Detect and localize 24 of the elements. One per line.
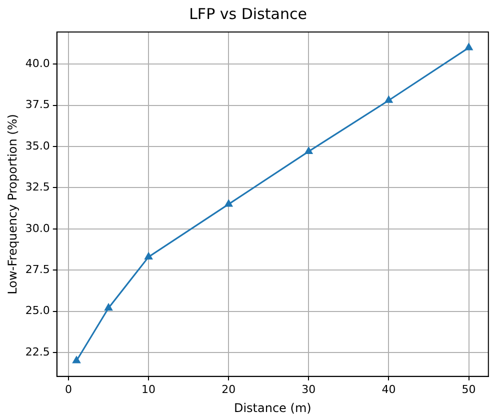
- x-axis-title: Distance (m): [234, 400, 312, 415]
- y-tick-label: 37.5: [25, 98, 50, 112]
- x-tick-label: 20: [222, 382, 236, 396]
- x-tick-label: 50: [462, 382, 476, 396]
- y-axis-title: Low-Frequency Proportion (%): [5, 114, 20, 294]
- x-tick-label: 30: [302, 382, 316, 396]
- y-tick-label: 22.5: [25, 345, 50, 358]
- y-tick-label: 30.0: [25, 222, 50, 235]
- y-tick-label: 35.0: [25, 139, 50, 152]
- point: [384, 96, 393, 103]
- point: [304, 147, 313, 154]
- point: [144, 252, 152, 260]
- chart-title: LFP vs Distance: [189, 4, 307, 23]
- point: [464, 43, 473, 50]
- x-tick-label: 0: [65, 382, 72, 396]
- point: [224, 200, 232, 207]
- y-tick-label: 27.5: [25, 262, 50, 276]
- y-tick-label: 32.5: [25, 180, 50, 194]
- x-tick-label: 40: [382, 382, 396, 396]
- y-tick-label: 25.0: [25, 304, 50, 318]
- x-tick-label: 10: [142, 382, 156, 396]
- point: [104, 304, 112, 311]
- point: [72, 356, 80, 364]
- y-tick-label: 40.0: [25, 56, 50, 70]
